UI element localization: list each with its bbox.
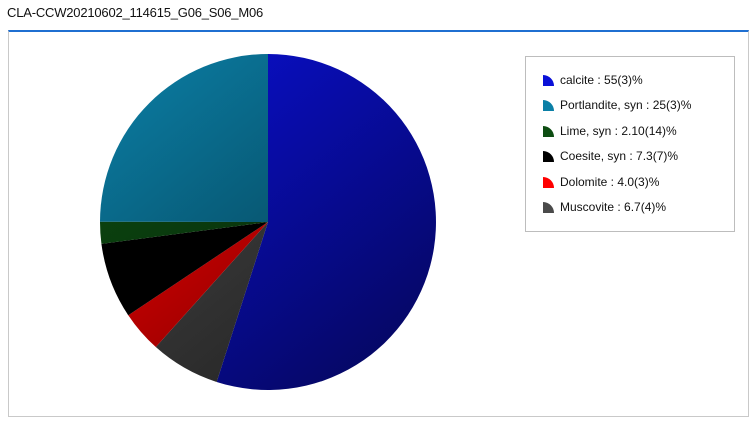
pie-slice-dolomite xyxy=(128,222,268,348)
legend-label: Lime, syn : 2.10(14)% xyxy=(560,123,677,138)
legend-swatch xyxy=(542,74,554,86)
legend-swatch xyxy=(542,99,554,112)
chart-panel: calcite : 55(3)% Portlandite, syn : 25(3… xyxy=(8,30,749,417)
legend-label: Coesite, syn : 7.3(7)% xyxy=(560,149,679,164)
legend-wedge-icon xyxy=(543,202,554,214)
pie-slice-muscovite xyxy=(155,222,268,382)
legend-item: calcite : 55(3)% xyxy=(542,67,726,93)
legend-wedge-icon xyxy=(543,176,554,188)
pie-chart xyxy=(99,54,436,390)
pie-slice-coesite-syn xyxy=(101,222,268,316)
legend-item: Portlandite, syn : 25(3)% xyxy=(542,93,726,119)
legend-wedge-icon xyxy=(543,100,554,112)
chart-legend: calcite : 55(3)% Portlandite, syn : 25(3… xyxy=(525,56,735,232)
legend-swatch xyxy=(542,201,554,214)
legend-wedge-icon xyxy=(543,74,554,86)
legend-item: Muscovite : 6.7(4)% xyxy=(542,195,726,221)
legend-label: Portlandite, syn : 25(3)% xyxy=(560,98,692,113)
legend-wedge-icon xyxy=(543,125,554,137)
legend-label: calcite : 55(3)% xyxy=(560,72,643,87)
legend-swatch xyxy=(542,150,554,163)
pie-slice-calcite xyxy=(216,54,436,390)
legend-label: Muscovite : 6.7(4)% xyxy=(560,200,667,215)
legend-label: Dolomite : 4.0(3)% xyxy=(560,174,660,189)
pie-slice-portlandite-syn xyxy=(100,54,268,222)
legend-item: Coesite, syn : 7.3(7)% xyxy=(542,144,726,170)
legend-swatch xyxy=(542,125,554,137)
legend-swatch xyxy=(542,176,554,188)
window-title: CLA-CCW20210602_114615_G06_S06_M06 xyxy=(7,5,264,20)
pie-slice-lime-syn xyxy=(99,221,268,244)
legend-wedge-icon xyxy=(543,151,554,163)
legend-item: Dolomite : 4.0(3)% xyxy=(542,169,726,195)
legend-item: Lime, syn : 2.10(14)% xyxy=(542,118,726,144)
